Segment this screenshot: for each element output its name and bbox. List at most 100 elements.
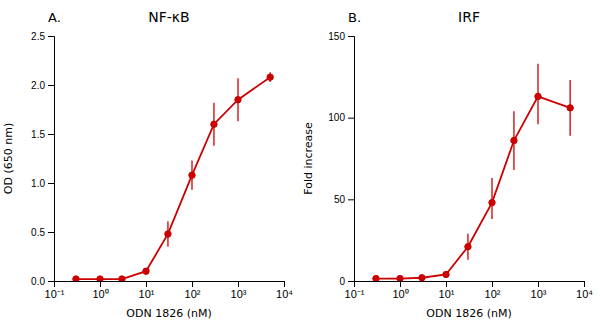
- y-tick: 0.5: [31, 227, 54, 238]
- y-axis-title: OD (650 nm): [2, 123, 15, 194]
- point: [535, 93, 541, 99]
- x-tick-label: 10¹: [439, 288, 455, 300]
- panel-label: A.: [48, 10, 61, 25]
- x-tick-mark: [238, 281, 239, 287]
- x-tick-mark: [284, 281, 285, 287]
- point: [465, 244, 471, 250]
- x-tick: 10⁴: [276, 281, 293, 300]
- x-axis-title: ODN 1826 (nM): [126, 307, 211, 320]
- point: [419, 275, 425, 281]
- x-tick: 10¹: [139, 281, 155, 300]
- point: [165, 231, 171, 237]
- y-axis: 0 50 100 150: [328, 31, 354, 287]
- x-axis: 10⁻¹ 10⁰ 10¹ 10² 10³ 10⁴: [345, 281, 594, 300]
- y-tick: 2.5: [31, 31, 54, 42]
- x-tick-mark: [446, 281, 447, 287]
- x-tick-mark: [492, 281, 493, 287]
- x-tick-label: 10⁴: [576, 288, 593, 300]
- y-tick-label: 150: [328, 31, 345, 42]
- x-tick-label: 10³: [531, 288, 547, 300]
- x-axis-title: ODN 1826 (nM): [426, 307, 511, 320]
- title: NF-κB: [148, 9, 189, 25]
- panel-label: B.: [348, 10, 361, 25]
- y-tick-label: 2.5: [31, 31, 45, 42]
- point: [143, 268, 149, 274]
- y-tick-label: 50: [334, 194, 346, 205]
- x-tick-label: 10⁰: [392, 288, 408, 300]
- point: [267, 74, 273, 80]
- x-tick-mark: [100, 281, 101, 287]
- point: [189, 172, 195, 178]
- x-tick: 10²: [485, 281, 501, 300]
- x-tick: 10⁰: [92, 281, 108, 300]
- y-tick: 50: [334, 194, 354, 205]
- x-tick-label: 10¹: [139, 288, 155, 300]
- x-tick: 10³: [231, 281, 247, 300]
- point: [235, 97, 241, 103]
- x-tick-label: 10⁻¹: [345, 288, 365, 300]
- x-tick: 10⁻¹: [345, 281, 365, 300]
- point: [443, 271, 449, 277]
- x-tick-label: 10²: [185, 288, 201, 300]
- y-axis-line: [348, 37, 355, 282]
- plot-area: [373, 64, 574, 281]
- point: [489, 199, 495, 205]
- y-tick-mark: [348, 36, 354, 37]
- panel: 10⁻¹ 10⁰ 10¹ 10² 10³ 10⁴ 0.0 0.5 1.0 1.5 2.0 2.5 ODN…: [2, 9, 293, 320]
- y-tick: 1.0: [31, 178, 54, 189]
- point: [567, 105, 573, 111]
- point: [119, 276, 125, 281]
- title: IRF: [458, 9, 480, 25]
- y-tick-label: 0.5: [31, 227, 45, 238]
- point: [73, 276, 79, 281]
- x-tick: 10³: [531, 281, 547, 300]
- error-bar: [491, 178, 492, 219]
- y-tick-mark: [48, 281, 54, 282]
- x-tick-label: 10⁰: [92, 288, 108, 300]
- y-tick-mark: [48, 232, 54, 233]
- x-axis-line: [355, 282, 585, 288]
- x-tick: 10⁻¹: [45, 281, 65, 300]
- x-tick: 10⁰: [392, 281, 408, 300]
- x-tick-label: 10³: [231, 288, 247, 300]
- y-tick-mark: [48, 134, 54, 135]
- y-tick-label: 100: [328, 112, 345, 123]
- x-tick-label: 10²: [485, 288, 501, 300]
- y-tick-mark: [48, 36, 54, 37]
- x-tick-mark: [584, 281, 585, 287]
- x-axis: 10⁻¹ 10⁰ 10¹ 10² 10³ 10⁴: [45, 281, 294, 300]
- panel: 10⁻¹ 10⁰ 10¹ 10² 10³ 10⁴ 0 50 100 150 ODN 1826 (nM…: [302, 9, 593, 320]
- series-line: [376, 96, 570, 278]
- y-tick-label: 0: [339, 276, 345, 287]
- y-axis-line: [48, 37, 55, 282]
- y-tick: 1.5: [31, 129, 54, 140]
- y-tick: 150: [328, 31, 354, 42]
- chart-root: 10⁻¹ 10⁰ 10¹ 10² 10³ 10⁴ 0.0 0.5 1.0 1.5 2.0 2.5 ODN…: [0, 0, 600, 323]
- y-tick-label: 1.0: [31, 178, 45, 189]
- x-tick: 10⁴: [576, 281, 593, 300]
- x-tick-mark: [538, 281, 539, 287]
- x-tick-mark: [192, 281, 193, 287]
- x-axis-line: [55, 282, 285, 288]
- y-tick-mark: [348, 199, 354, 200]
- series-line: [76, 77, 270, 279]
- x-tick-mark: [400, 281, 401, 287]
- x-tick-label: 10⁻¹: [45, 288, 65, 300]
- y-tick-mark: [348, 281, 354, 282]
- plot-area: [73, 72, 274, 281]
- y-tick: 0.0: [31, 276, 54, 287]
- y-axis-title: Fold increase: [302, 122, 315, 195]
- point: [97, 276, 103, 281]
- y-tick: 0: [339, 276, 354, 287]
- x-tick-mark: [146, 281, 147, 287]
- y-tick-mark: [48, 183, 54, 184]
- y-tick-mark: [48, 85, 54, 86]
- point: [397, 275, 403, 281]
- point: [211, 121, 217, 127]
- y-tick-label: 2.0: [31, 80, 45, 91]
- y-tick-mark: [348, 118, 354, 119]
- y-tick: 100: [328, 112, 354, 123]
- y-tick: 2.0: [31, 80, 54, 91]
- y-axis: 0.0 0.5 1.0 1.5 2.0 2.5: [31, 31, 54, 287]
- y-tick-label: 1.5: [31, 129, 45, 140]
